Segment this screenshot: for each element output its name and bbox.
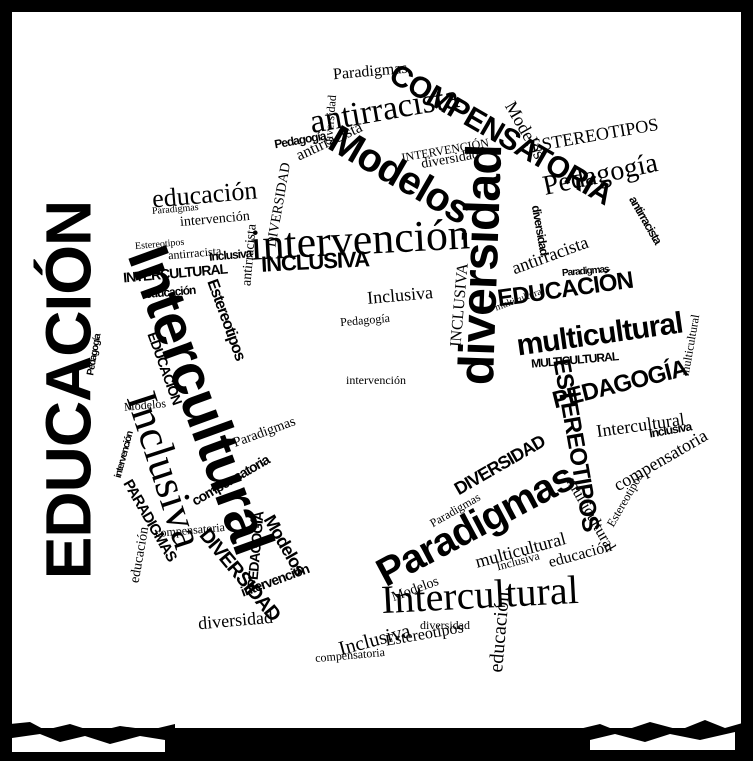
paper-frame (12, 12, 741, 728)
cloud-word: diversidad (420, 618, 470, 632)
cloud-word: EDUCACIÓN (32, 200, 104, 580)
cloud-word: Modelos (123, 396, 167, 414)
grunge-border (0, 720, 753, 761)
cloud-word: intervención (346, 373, 406, 387)
cloud-word: INCLUSIVA (260, 246, 370, 277)
